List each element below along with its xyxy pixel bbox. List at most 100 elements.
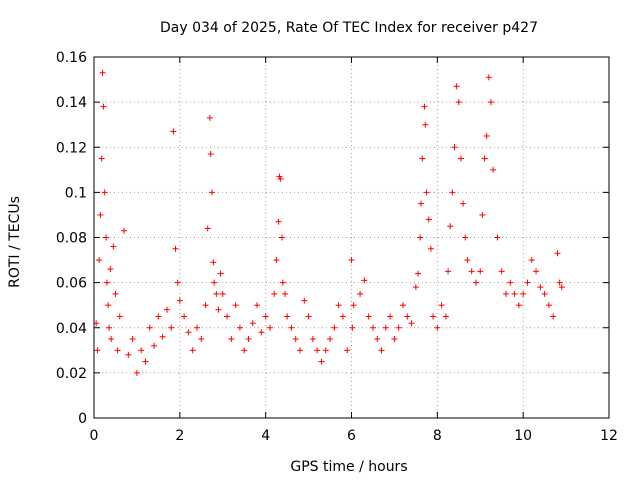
data-point bbox=[232, 302, 239, 309]
data-point bbox=[357, 290, 364, 297]
y-tick-label: 0.08 bbox=[56, 231, 87, 247]
x-tick-label: 2 bbox=[175, 428, 184, 444]
x-tick-label: 6 bbox=[347, 428, 356, 444]
data-point bbox=[185, 329, 192, 336]
data-point bbox=[101, 189, 108, 196]
data-point bbox=[348, 257, 355, 264]
data-point bbox=[241, 347, 248, 354]
data-point bbox=[533, 268, 540, 275]
axis-ticks: 0 2 4 6 8 10 12 0 0.02 0.04 0.06 0.08 0.1 0.12 0.14 0.1… bbox=[56, 50, 618, 444]
data-point bbox=[477, 268, 484, 275]
data-point bbox=[314, 347, 321, 354]
data-point bbox=[339, 313, 346, 320]
data-point bbox=[460, 200, 467, 207]
data-point bbox=[425, 216, 432, 223]
data-point bbox=[361, 277, 368, 284]
data-point bbox=[378, 347, 385, 354]
data-point bbox=[479, 211, 486, 218]
y-tick-label: 0.04 bbox=[56, 321, 87, 337]
data-point bbox=[421, 103, 428, 110]
data-point bbox=[422, 121, 429, 128]
data-point bbox=[418, 200, 425, 207]
data-point bbox=[349, 324, 356, 331]
data-point bbox=[206, 114, 213, 121]
y-tick-label: 0.02 bbox=[56, 366, 87, 382]
data-point bbox=[485, 74, 492, 81]
data-point bbox=[116, 313, 123, 320]
data-point bbox=[442, 313, 449, 320]
data-point bbox=[515, 302, 522, 309]
data-point bbox=[129, 336, 136, 343]
data-point bbox=[213, 290, 220, 297]
data-point bbox=[481, 155, 488, 162]
data-point bbox=[103, 234, 110, 241]
data-point bbox=[335, 302, 342, 309]
data-point bbox=[503, 290, 509, 297]
data-point bbox=[524, 279, 531, 286]
data-point bbox=[159, 333, 166, 340]
data-point bbox=[210, 259, 217, 266]
data-point bbox=[453, 83, 460, 90]
data-point bbox=[382, 324, 389, 331]
data-point bbox=[279, 279, 286, 286]
data-point bbox=[258, 329, 265, 336]
y-tick-label: 0.14 bbox=[56, 95, 87, 111]
data-point bbox=[395, 324, 402, 331]
data-point bbox=[297, 347, 303, 354]
data-point bbox=[271, 290, 278, 297]
data-point bbox=[445, 268, 452, 275]
data-point bbox=[288, 324, 295, 331]
data-point bbox=[550, 313, 557, 320]
data-point bbox=[266, 324, 273, 331]
data-point bbox=[209, 189, 216, 196]
data-point bbox=[98, 155, 105, 162]
data-point bbox=[498, 268, 505, 275]
data-point bbox=[292, 336, 299, 343]
data-point bbox=[112, 290, 119, 297]
data-point bbox=[447, 223, 454, 230]
data-point bbox=[494, 234, 501, 241]
data-point bbox=[194, 324, 200, 331]
data-point bbox=[108, 336, 115, 343]
data-point bbox=[96, 257, 103, 264]
data-point bbox=[273, 257, 280, 264]
data-point bbox=[449, 189, 456, 196]
data-point bbox=[417, 234, 424, 241]
data-point bbox=[487, 99, 494, 106]
data-point bbox=[412, 284, 419, 291]
data-point bbox=[211, 279, 218, 286]
data-point bbox=[151, 342, 158, 349]
data-point bbox=[142, 358, 149, 365]
data-point bbox=[207, 151, 214, 158]
data-point bbox=[462, 234, 469, 241]
data-point bbox=[404, 313, 411, 320]
data-point bbox=[121, 227, 128, 234]
data-point bbox=[94, 347, 101, 354]
x-axis-label: GPS time / hours bbox=[290, 459, 407, 475]
data-point bbox=[155, 313, 162, 320]
data-point bbox=[219, 290, 226, 297]
data-point bbox=[350, 302, 357, 309]
data-point bbox=[114, 347, 121, 354]
data-point bbox=[174, 279, 181, 286]
data-point bbox=[558, 284, 565, 291]
data-point bbox=[278, 234, 285, 241]
data-point bbox=[202, 302, 209, 309]
y-tick-label: 0.16 bbox=[56, 50, 87, 66]
data-point bbox=[224, 313, 231, 320]
data-point bbox=[284, 313, 291, 320]
data-point bbox=[309, 336, 316, 343]
data-point bbox=[528, 257, 535, 264]
data-point bbox=[125, 351, 132, 358]
y-tick-label: 0.12 bbox=[56, 140, 87, 156]
data-point bbox=[215, 306, 222, 313]
data-point bbox=[427, 245, 434, 252]
data-point bbox=[93, 320, 100, 327]
data-point bbox=[97, 211, 104, 218]
data-point bbox=[391, 336, 398, 343]
data-point bbox=[541, 290, 548, 297]
data-point bbox=[438, 302, 445, 309]
data-point bbox=[400, 302, 406, 309]
data-point bbox=[472, 279, 479, 286]
